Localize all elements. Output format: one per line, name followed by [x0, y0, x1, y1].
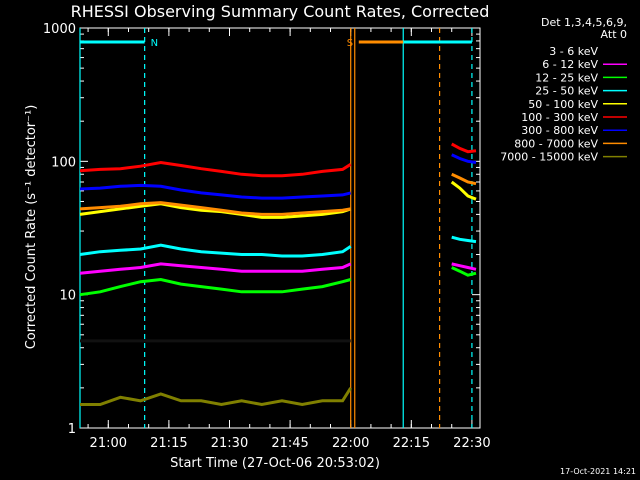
legend-label: 100 - 300 keV [521, 111, 598, 124]
legend-label: 50 - 100 keV [528, 98, 598, 111]
legend-label: 7000 - 15000 keV [500, 151, 598, 164]
series-line [79, 183, 352, 200]
series-line [79, 262, 352, 275]
y-tick-label: 1 [68, 422, 76, 437]
legend-label: 12 - 25 keV [535, 71, 598, 84]
state-bar-label: N [151, 38, 158, 49]
series-line [80, 387, 352, 407]
series-line [450, 180, 477, 201]
date-stamp: 17-Oct-2021 14:21 [560, 467, 636, 476]
y-tick-label: 10 [59, 289, 76, 304]
state-bar-label: S [347, 38, 353, 49]
plot-area: 1 10 100 1000 21:00 21:15 21:30 21:45 22:00 22:15… [43, 22, 491, 451]
series-line [79, 277, 352, 297]
series-line [451, 262, 477, 271]
series-line [79, 201, 351, 216]
series-line [451, 266, 477, 277]
x-tick-label: 21:15 [150, 436, 187, 451]
x-axis-label: Start Time (27-Oct-06 20:53:02) [170, 456, 380, 471]
y-tick-label: 100 [51, 155, 76, 170]
x-tick-label: 21:30 [211, 436, 248, 451]
series-line [451, 172, 477, 186]
x-tick-label: 22:00 [332, 436, 369, 451]
legend-label: 3 - 6 keV [549, 45, 598, 58]
chart-title: RHESSI Observing Summary Count Rates, Co… [71, 2, 490, 21]
x-tick-label: 22:30 [453, 436, 490, 451]
series-line [451, 235, 477, 244]
legend-title-line2: Att 0 [601, 28, 627, 41]
legend-label: 6 - 12 keV [542, 58, 598, 71]
series-line [79, 243, 352, 258]
series-line [79, 160, 352, 178]
series-line [451, 153, 477, 164]
y-axis-label: Corrected Count Rate (s⁻¹ detector⁻¹) [24, 105, 39, 350]
legend-title-line1: Det 1,3,4,5,6,9, [541, 16, 627, 29]
legend-label: 300 - 800 keV [521, 124, 598, 137]
x-tick-label: 21:00 [90, 436, 127, 451]
series-line [450, 142, 477, 154]
x-tick-label: 22:15 [393, 436, 430, 451]
x-tick-label: 21:45 [271, 436, 308, 451]
legend-label: 25 - 50 keV [535, 85, 598, 98]
y-tick-label: 1000 [43, 22, 76, 37]
legend-label: 800 - 7000 keV [514, 137, 598, 150]
